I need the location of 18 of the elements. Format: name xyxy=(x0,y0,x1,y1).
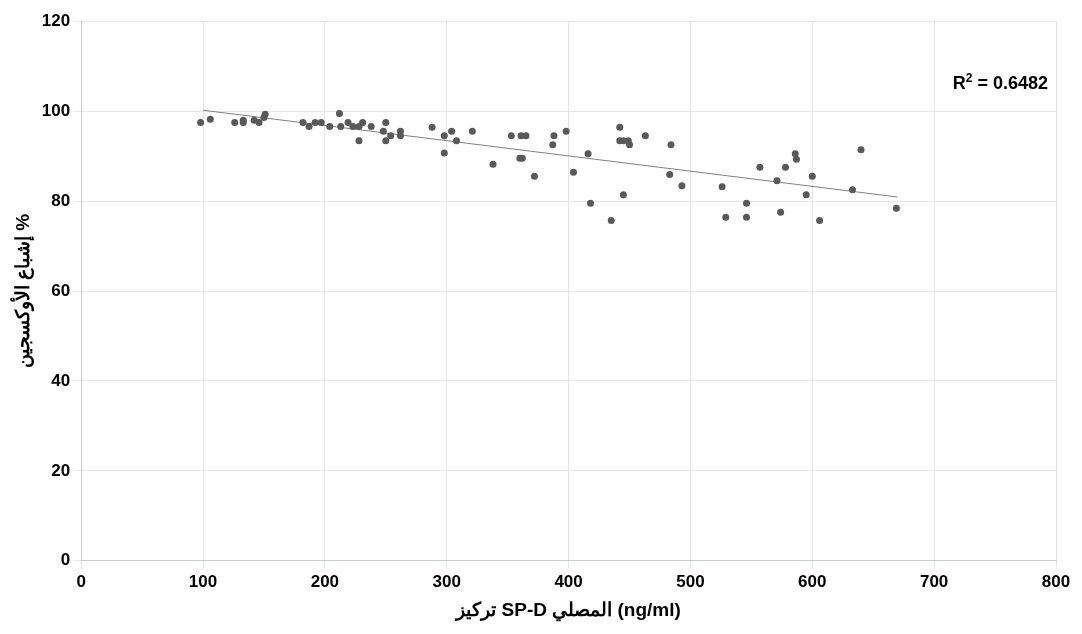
y-tick-label: 40 xyxy=(51,370,71,390)
x-tick-label: 500 xyxy=(676,571,705,591)
x-tick-label: 0 xyxy=(76,571,86,591)
x-tick-label: 100 xyxy=(188,571,218,591)
x-tick-label: 800 xyxy=(1041,571,1071,591)
x-tick-label: 400 xyxy=(554,571,583,591)
x-tick-label: 300 xyxy=(432,571,461,591)
y-tick-label: 100 xyxy=(41,100,71,120)
x-tick-label: 200 xyxy=(310,571,340,591)
x-tick-label: 700 xyxy=(919,571,949,591)
y-axis-title: إشباع الأوكسجين % xyxy=(9,213,35,369)
y-tick-label: 60 xyxy=(51,280,71,300)
x-axis-title: تركيز SP-D المصلي (ng/ml) xyxy=(454,598,681,622)
x-tick-label: 600 xyxy=(798,571,827,591)
y-tick-label: 80 xyxy=(51,190,71,210)
y-tick-label: 0 xyxy=(60,550,71,570)
y-tick-label: 120 xyxy=(41,10,71,30)
y-tick-label: 20 xyxy=(51,460,71,480)
